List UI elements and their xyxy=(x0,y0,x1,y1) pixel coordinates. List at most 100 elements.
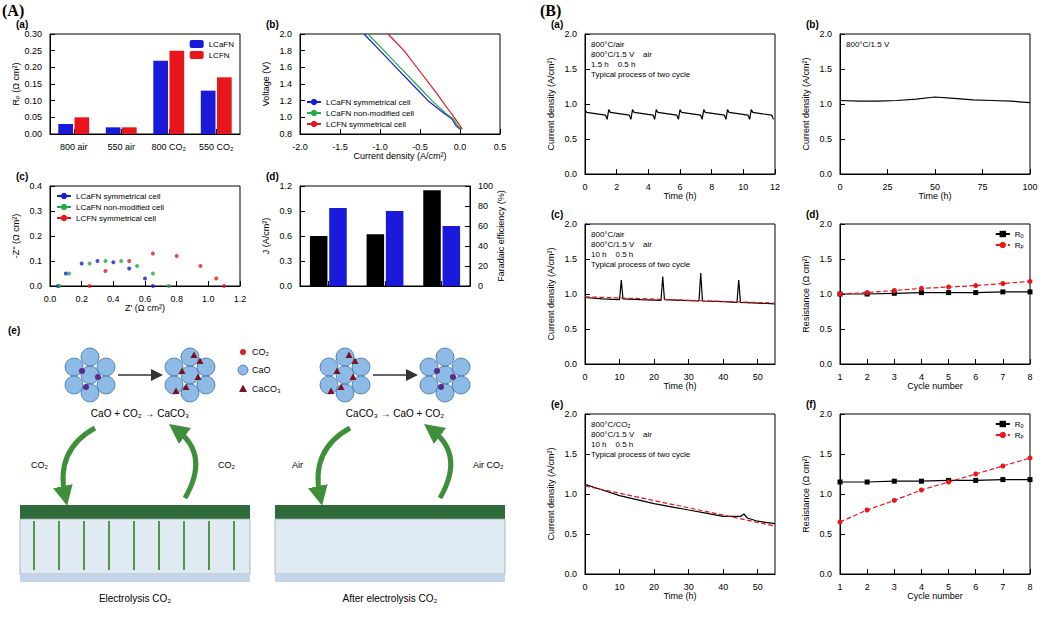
svg-text:20: 20 xyxy=(649,582,659,592)
svg-text:6: 6 xyxy=(677,182,682,192)
svg-text:(a): (a) xyxy=(16,19,28,30)
svg-text:0.3: 0.3 xyxy=(279,256,292,266)
svg-text:2: 2 xyxy=(865,582,870,592)
svg-text:4: 4 xyxy=(919,372,924,382)
svg-text:1.5: 1.5 xyxy=(819,449,832,459)
svg-text:(e): (e) xyxy=(551,399,563,410)
svg-text:1.0: 1.0 xyxy=(279,112,292,122)
svg-text:CO₂: CO₂ xyxy=(252,347,270,357)
svg-text:0.0: 0.0 xyxy=(819,169,832,179)
svg-text:CO₂: CO₂ xyxy=(218,460,236,470)
svg-text:30: 30 xyxy=(684,372,694,382)
svg-text:0.1: 0.1 xyxy=(29,256,42,266)
svg-text:2: 2 xyxy=(614,182,619,192)
svg-text:0.0: 0.0 xyxy=(279,281,292,291)
svg-text:40: 40 xyxy=(718,582,728,592)
svg-text:Typical process of two cycle: Typical process of two cycle xyxy=(591,70,691,79)
svg-text:LCFN symmetrical cell: LCFN symmetrical cell xyxy=(326,120,406,129)
svg-text:1: 1 xyxy=(837,372,842,382)
svg-text:Current density (A/cm²): Current density (A/cm²) xyxy=(353,151,446,161)
svg-text:Time (h): Time (h) xyxy=(918,191,951,201)
svg-text:2.0: 2.0 xyxy=(564,409,577,419)
svg-text:Time (h): Time (h) xyxy=(663,191,696,201)
svg-text:(e): (e) xyxy=(8,325,20,336)
svg-text:2: 2 xyxy=(865,372,870,382)
svg-text:Resistance (Ω cm²): Resistance (Ω cm²) xyxy=(801,255,811,332)
svg-text:Air CO₂: Air CO₂ xyxy=(473,460,504,470)
svg-text:Current density (A/cm²): Current density (A/cm²) xyxy=(546,57,556,150)
svg-text:LCaFN non-modified cell: LCaFN non-modified cell xyxy=(76,203,164,212)
svg-text:Current density (A/cm²): Current density (A/cm²) xyxy=(546,447,556,540)
svg-text:20: 20 xyxy=(649,372,659,382)
svg-text:LCaFN: LCaFN xyxy=(209,40,235,49)
svg-text:800°C/1.5 V: 800°C/1.5 V xyxy=(846,40,890,49)
svg-text:800°C/CO₂: 800°C/CO₂ xyxy=(591,420,631,429)
svg-text:0.8: 0.8 xyxy=(170,294,183,304)
svg-text:Z' (Ω cm²): Z' (Ω cm²) xyxy=(125,303,165,313)
svg-text:1.0: 1.0 xyxy=(564,289,577,299)
svg-text:5: 5 xyxy=(946,372,951,382)
svg-text:10 h 0.5 h: 10 h 0.5 h xyxy=(591,440,633,449)
svg-text:(b): (b) xyxy=(266,19,279,30)
svg-text:Electrolysis CO₂: Electrolysis CO₂ xyxy=(99,593,171,604)
svg-text:6: 6 xyxy=(973,372,978,382)
svg-text:Current density (A/cm²): Current density (A/cm²) xyxy=(546,247,556,340)
svg-text:1: 1 xyxy=(837,582,842,592)
svg-text:40: 40 xyxy=(478,241,488,251)
svg-text:0.0: 0.0 xyxy=(564,359,577,369)
svg-text:Air: Air xyxy=(292,460,303,470)
svg-text:-Z'' (Ω cm²): -Z'' (Ω cm²) xyxy=(11,214,21,259)
svg-text:(c): (c) xyxy=(551,209,563,220)
svg-text:50: 50 xyxy=(753,372,763,382)
svg-text:0.30: 0.30 xyxy=(24,29,42,39)
svg-text:30: 30 xyxy=(684,582,694,592)
svg-text:Time (h): Time (h) xyxy=(663,591,696,601)
svg-text:Cycle number: Cycle number xyxy=(907,381,963,391)
svg-text:0.2: 0.2 xyxy=(75,294,88,304)
svg-text:0.0: 0.0 xyxy=(44,294,57,304)
svg-text:CaCO₃ → CaO + CO₂: CaCO₃ → CaO + CO₂ xyxy=(346,408,444,419)
svg-text:(c): (c) xyxy=(16,171,28,182)
svg-text:0.5: 0.5 xyxy=(564,529,577,539)
svg-text:800 CO₂: 800 CO₂ xyxy=(151,142,186,152)
svg-text:550 air: 550 air xyxy=(107,142,135,152)
svg-text:1.5: 1.5 xyxy=(564,254,577,264)
svg-text:J (A/cm²): J (A/cm²) xyxy=(261,218,271,255)
svg-text:2.0: 2.0 xyxy=(819,29,832,39)
svg-text:1.8: 1.8 xyxy=(279,46,292,56)
svg-text:(B): (B) xyxy=(540,2,561,20)
svg-text:CaCO₃: CaCO₃ xyxy=(252,384,281,394)
svg-text:1.0: 1.0 xyxy=(819,289,832,299)
svg-text:0.00: 0.00 xyxy=(24,129,42,139)
svg-text:2.0: 2.0 xyxy=(819,409,832,419)
svg-text:800 air: 800 air xyxy=(60,142,88,152)
svg-text:100: 100 xyxy=(478,181,493,191)
svg-text:4: 4 xyxy=(919,582,924,592)
svg-text:10: 10 xyxy=(615,582,625,592)
svg-text:3: 3 xyxy=(892,582,897,592)
svg-text:1.0: 1.0 xyxy=(564,489,577,499)
svg-text:1.2: 1.2 xyxy=(279,181,292,191)
svg-text:1.4: 1.4 xyxy=(279,79,292,89)
svg-text:-1.0: -1.0 xyxy=(372,142,388,152)
svg-text:After electrolysis CO₂: After electrolysis CO₂ xyxy=(342,593,437,604)
svg-text:-1.5: -1.5 xyxy=(332,142,348,152)
svg-text:Rₚ: Rₚ xyxy=(1015,431,1024,440)
svg-text:550 CO₂: 550 CO₂ xyxy=(199,142,234,152)
svg-text:4: 4 xyxy=(646,182,651,192)
svg-text:3: 3 xyxy=(892,372,897,382)
svg-text:0.25: 0.25 xyxy=(24,46,42,56)
svg-text:CaO: CaO xyxy=(252,365,271,375)
svg-text:(d): (d) xyxy=(806,209,819,220)
svg-text:50: 50 xyxy=(753,582,763,592)
svg-text:LCaFN symmetrical cell: LCaFN symmetrical cell xyxy=(76,192,161,201)
svg-text:50: 50 xyxy=(930,182,940,192)
svg-text:0.0: 0.0 xyxy=(454,142,467,152)
svg-text:0.05: 0.05 xyxy=(24,112,42,122)
svg-text:2.0: 2.0 xyxy=(564,219,577,229)
svg-text:Current density (A/cm²): Current density (A/cm²) xyxy=(801,57,811,150)
svg-text:0.5: 0.5 xyxy=(819,324,832,334)
svg-text:100: 100 xyxy=(1022,182,1037,192)
svg-text:LCFN: LCFN xyxy=(209,51,230,60)
svg-text:0: 0 xyxy=(582,182,587,192)
